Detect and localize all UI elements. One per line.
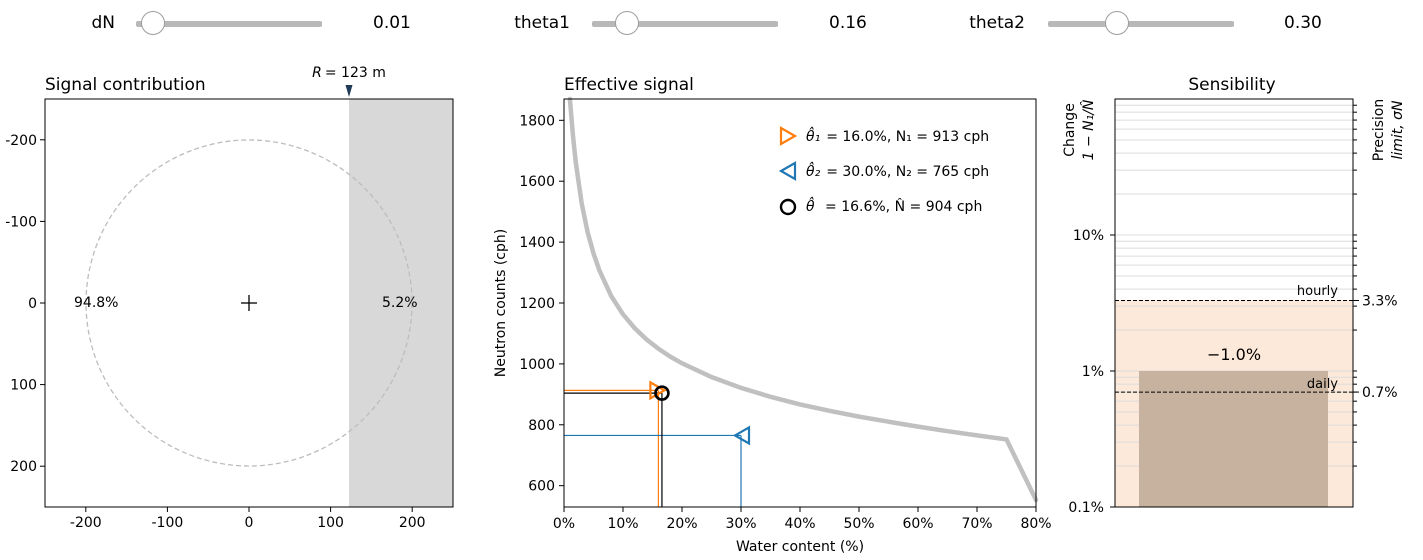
effective-signal-chart: Effective signal 0% 10% 20% 30% 40% 50% 60% 70%…	[493, 75, 1052, 555]
y-tick-label: 0	[28, 296, 37, 312]
y-tick-label: 1%	[1082, 364, 1104, 380]
legend-theta2-icon	[778, 161, 797, 181]
effective-y-axis-label: Neutron counts (cph)	[493, 229, 509, 377]
effective-points	[649, 380, 751, 446]
slider-theta2-track[interactable]	[1048, 21, 1234, 27]
slider-theta1-thumb[interactable]	[615, 11, 640, 35]
y-tick-label: 200	[10, 459, 37, 475]
slider-theta2-value: 0.30	[1284, 13, 1322, 33]
x-tick-label: 200	[399, 515, 426, 531]
x-tick-label: 60%	[902, 516, 933, 532]
legend-theta1: θ̂₁ = 16.0%, N₁ = 913 cph	[806, 126, 989, 145]
y-tick-label: 0.1%	[1068, 500, 1104, 516]
signal-title: Signal contribution	[45, 75, 206, 95]
legend-theta2: θ̂₂ = 30.0%, N₂ = 765 cph	[806, 161, 989, 180]
sensibility-title: Sensibility	[1188, 75, 1275, 95]
sensibility-axis-ticks: 0.1% 1% 10% 3.3% 0.7%	[1068, 104, 1398, 516]
slider-dn-track[interactable]	[136, 21, 322, 27]
cutoff-shaded-region	[349, 99, 453, 507]
effective-plot-frame	[563, 98, 1037, 508]
effective-signal-curve	[567, 96, 1039, 503]
effective-x-axis-label: Water content (%)	[736, 539, 864, 555]
sensibility-chart: hourly daily −1.0% Sensibility 0.1% 1% 10%…	[1062, 75, 1406, 516]
x-tick-label: 70%	[961, 516, 992, 532]
y-tick-label: 1200	[519, 296, 555, 312]
x-tick-label: 100	[317, 515, 344, 531]
radius-marker-icon	[345, 85, 353, 97]
slider-theta2-label: theta2	[969, 13, 1025, 33]
x-tick-label: -200	[70, 515, 102, 531]
x-tick-label: 0	[245, 515, 254, 531]
x-tick-label: 10%	[607, 516, 638, 532]
slider-theta2-thumb[interactable]	[1104, 11, 1129, 35]
point-theta2	[732, 425, 751, 446]
y-tick-label: -100	[5, 214, 37, 230]
x-tick-label: 0%	[553, 516, 575, 532]
y-tick-label: 1400	[519, 235, 555, 251]
radius-label: R = 123 m	[312, 65, 386, 81]
daily-label: daily	[1307, 377, 1338, 392]
outside-percent-label: 5.2%	[382, 295, 418, 311]
y-tick-label: 600	[528, 479, 555, 495]
right-tick-label: 0.7%	[1362, 385, 1398, 401]
y-tick-label: 1000	[519, 357, 555, 373]
signal-axis-ticks: -200 -100 0 100 200 -200 -100 0 100 200	[5, 133, 425, 531]
y-tick-label: 1800	[519, 113, 555, 129]
effective-guide-lines	[564, 389, 742, 507]
point-theta_hat	[654, 385, 670, 401]
y-tick-label: 1600	[519, 174, 555, 190]
slider-dn-label: dN	[91, 13, 115, 33]
sensibility-right-label-2: limit, σN	[1390, 100, 1406, 160]
slider-dn-value: 0.01	[373, 13, 411, 33]
x-tick-label: -100	[152, 515, 184, 531]
legend-theta-hat-icon	[779, 198, 797, 216]
effective-axis-ticks: 0% 10% 20% 30% 40% 50% 60% 70% 80% 600 800 1000 1200…	[519, 113, 1051, 532]
y-tick-label: 100	[10, 378, 37, 394]
signal-contribution-chart: Signal contribution 94.8% 5.2% R = 123 m …	[5, 65, 454, 531]
y-tick-label: 800	[528, 418, 555, 434]
x-tick-label: 50%	[843, 516, 874, 532]
sensibility-plot-frame	[1114, 98, 1354, 508]
effective-legend: θ̂₁ = 16.0%, N₁ = 913 cph θ̂₂ = 30.0%, N₂ …	[778, 126, 989, 216]
slider-dn-thumb[interactable]	[140, 11, 165, 35]
effective-title: Effective signal	[564, 75, 694, 95]
inside-percent-label: 94.8%	[74, 295, 118, 311]
x-tick-label: 30%	[725, 516, 756, 532]
y-tick-label: 10%	[1073, 228, 1104, 244]
change-bar	[1139, 371, 1328, 507]
legend-theta-hat: θ̂ = 16.6%, N̂ = 904 cph	[806, 196, 982, 215]
footprint-circle	[85, 139, 413, 467]
point-theta1	[649, 380, 667, 401]
y-tick-label: -200	[5, 133, 37, 149]
sensibility-right-label-1: Precision	[1371, 99, 1387, 161]
x-tick-label: 20%	[666, 516, 697, 532]
right-tick-label: 3.3%	[1362, 293, 1398, 309]
legend-theta1-icon	[779, 126, 798, 146]
hourly-label: hourly	[1297, 284, 1338, 299]
slider-theta1-value: 0.16	[829, 13, 867, 33]
x-tick-label: 80%	[1020, 516, 1051, 532]
change-value-label: −1.0%	[1207, 345, 1261, 364]
sensibility-left-label-1: Change	[1062, 103, 1078, 157]
slider-theta1-label: theta1	[514, 13, 570, 33]
x-tick-label: 40%	[784, 516, 815, 532]
slider-theta1-track[interactable]	[592, 21, 778, 27]
sensibility-left-label-2: 1 − N₁/N̂	[1080, 99, 1097, 160]
